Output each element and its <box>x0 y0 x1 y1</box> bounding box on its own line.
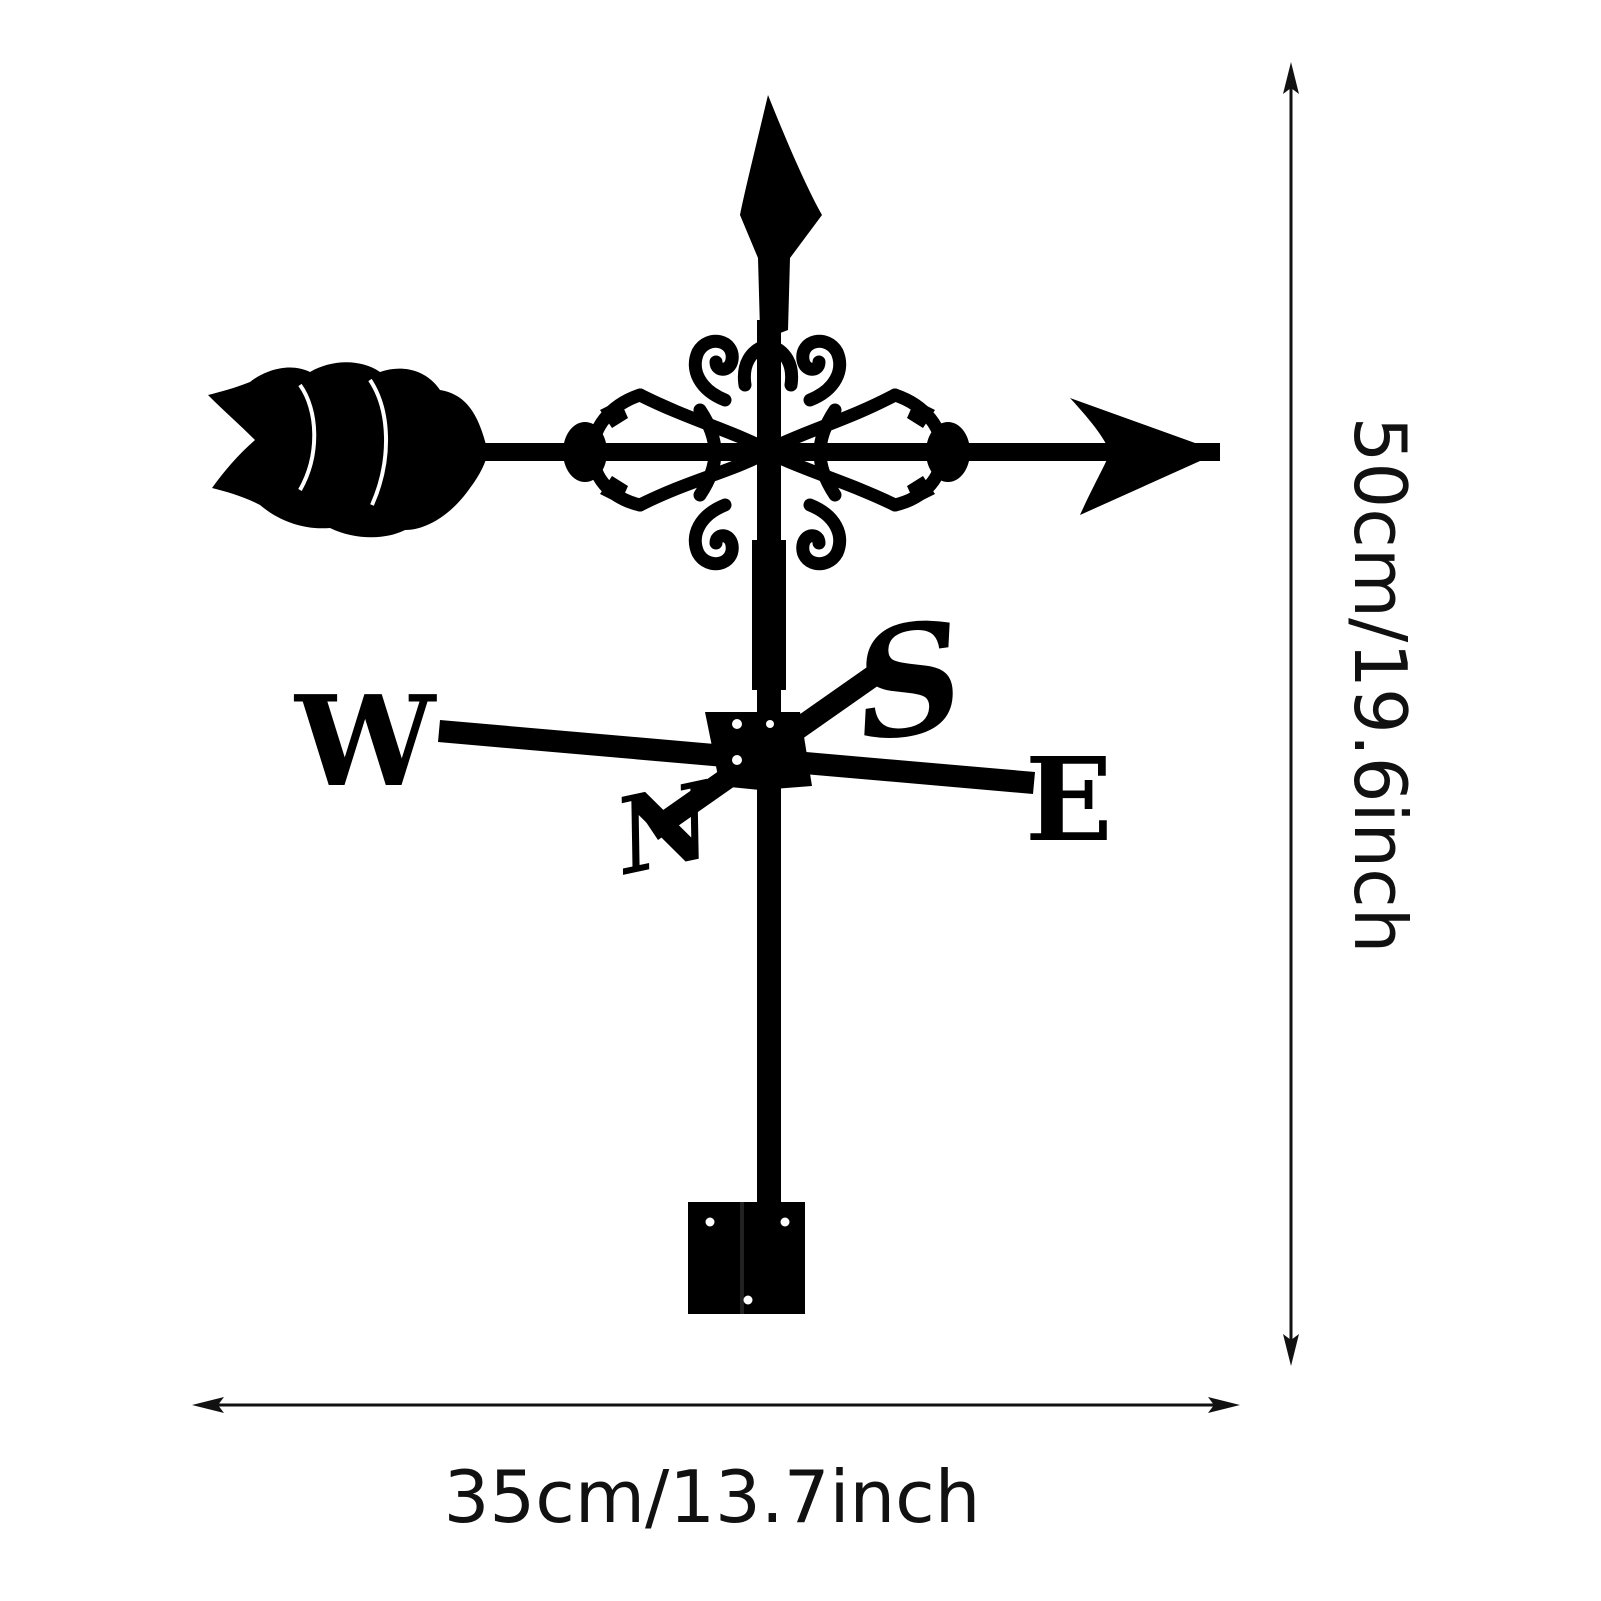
bracket-shadow-line <box>740 1202 744 1314</box>
arrow-tail-feathers <box>208 362 488 538</box>
finial-spear <box>740 95 822 335</box>
hub-rivet-1 <box>732 719 742 729</box>
scroll-left-leaf <box>600 400 628 504</box>
weathervane-silhouette <box>208 95 1220 1314</box>
bracket-hole-1 <box>705 1217 715 1227</box>
width-arrow-right <box>1208 1397 1240 1413</box>
width-dimension <box>192 1397 1240 1413</box>
width-arrow-left <box>192 1397 224 1413</box>
pole-sleeve <box>752 540 786 690</box>
feather-notch <box>298 378 388 506</box>
compass-letter-east: E <box>1025 733 1113 868</box>
main-pole <box>757 320 781 1270</box>
height-arrow-top <box>1283 62 1299 94</box>
scroll-right-end <box>926 422 970 482</box>
compass-letter-south: S <box>844 587 976 776</box>
compass-hub <box>705 712 812 790</box>
height-dimension-label: 50cm/19.6inch <box>1338 417 1422 954</box>
hub-rivet-2 <box>732 755 742 765</box>
arrow-head <box>1070 398 1220 515</box>
width-dimension-label: 35cm/13.7inch <box>444 1455 981 1539</box>
height-arrow-bottom <box>1283 1334 1299 1366</box>
compass-letter-west: W <box>293 669 437 815</box>
scroll-right-leaf <box>907 400 935 504</box>
bracket-hole-2 <box>780 1217 790 1227</box>
scroll-left-end <box>563 422 607 482</box>
bracket-hole-3 <box>743 1295 753 1305</box>
height-dimension <box>1283 62 1299 1366</box>
hub-rivet-3 <box>766 720 774 728</box>
